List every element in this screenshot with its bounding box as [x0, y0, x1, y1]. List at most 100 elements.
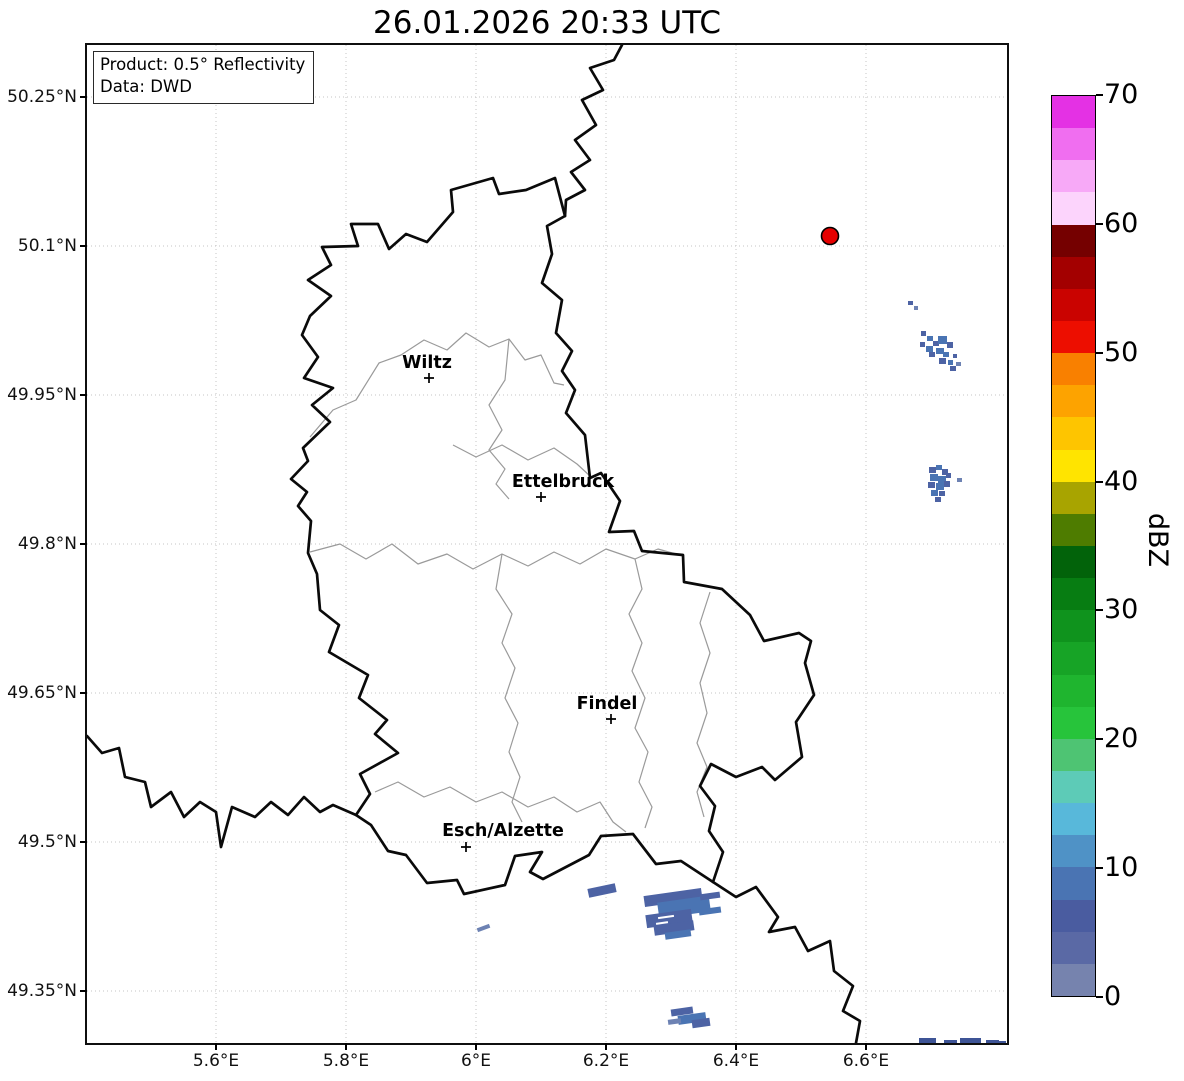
radar-echo-cell [944, 481, 950, 487]
country-border-belgium-germany [563, 45, 624, 218]
y-axis-tick [80, 692, 87, 694]
figure-title: 26.01.2026 20:33 UTC [373, 5, 721, 41]
y-axis-tick-label: 49.5°N [17, 832, 77, 852]
radar-echo-cell [944, 1040, 957, 1043]
radar-echo-cell [919, 1038, 936, 1043]
colorbar-cell [1052, 867, 1095, 900]
y-axis-tick [80, 543, 87, 545]
radar-echo-cell [921, 331, 926, 336]
colorbar-tick [1096, 481, 1103, 483]
radar-echo-cell [957, 478, 962, 482]
radar-echo-strip [643, 888, 703, 907]
radar-echo-cell [930, 474, 938, 481]
colorbar-tick [1096, 867, 1103, 869]
radar-echo-cell [929, 467, 936, 473]
district-border [309, 543, 684, 570]
district-border [452, 444, 591, 477]
x-axis-tick [475, 1043, 477, 1050]
colorbar-cell [1052, 835, 1095, 868]
y-axis-tick [80, 990, 87, 992]
colorbar-cell [1052, 128, 1095, 161]
radar-echo-cell [926, 346, 933, 352]
country-border-france-germany [711, 880, 862, 1043]
radar-echo-cell [927, 336, 933, 341]
radar-echo-cell [960, 1038, 981, 1043]
radar-echo-strip [691, 1017, 711, 1029]
colorbar-tick-label: 50 [1104, 337, 1139, 368]
radar-echo-cell [943, 352, 949, 357]
radar-echo-strip [698, 906, 722, 916]
radar-echo-cell [956, 362, 961, 366]
colorbar-tick-label: 10 [1104, 852, 1139, 883]
radar-site-marker [820, 226, 840, 246]
city-marker [461, 842, 471, 852]
city-label: Wiltz [402, 353, 452, 373]
radar-echo-cell [929, 352, 935, 357]
x-axis-tick-label: 5.6°E [192, 1051, 240, 1071]
colorbar-cell [1052, 706, 1095, 739]
colorbar-tick-label: 0 [1104, 981, 1122, 1012]
radar-echo-strip [653, 920, 695, 936]
city-marker [536, 492, 546, 502]
colorbar-cell [1052, 963, 1095, 996]
radar-echo-cell [914, 306, 918, 310]
colorbar-cell [1052, 353, 1095, 386]
colorbar-tick [1096, 609, 1103, 611]
colorbar-cell [1052, 545, 1095, 579]
radar-echo-cell [950, 366, 956, 371]
radar-echo-cell [953, 354, 957, 358]
colorbar-tick-label: 20 [1104, 723, 1139, 754]
colorbar-cell [1052, 256, 1095, 289]
colorbar [1051, 95, 1096, 997]
radar-echo-cell [931, 490, 938, 496]
y-axis-tick-label: 49.95°N [7, 385, 77, 405]
district-border [488, 338, 510, 500]
x-axis-tick-label: 6.4°E [712, 1051, 760, 1071]
radar-echo-cell [920, 342, 925, 347]
y-axis-tick [80, 245, 87, 247]
radar-echo-cell [928, 482, 935, 488]
y-axis-tick-label: 50.1°N [17, 236, 77, 256]
radar-echo-cell [936, 483, 944, 490]
colorbar-cell [1052, 417, 1095, 450]
radar-echo-strip [670, 1006, 694, 1017]
colorbar-tick-label: 30 [1104, 594, 1139, 625]
y-axis-tick-label: 49.8°N [17, 534, 77, 554]
radar-echo-cell [942, 469, 948, 475]
colorbar-cell [1052, 578, 1095, 611]
product-annotation-box: Product: 0.5° Reflectivity Data: DWD [93, 51, 315, 104]
radar-echo-cell [948, 360, 953, 365]
radar-echo-strip [476, 923, 491, 933]
radar-echo-cell [939, 491, 945, 496]
y-axis-tick [80, 841, 87, 843]
radar-echo-strip [667, 1018, 682, 1025]
colorbar-tick [1096, 738, 1103, 740]
x-axis-tick-label: 5.8°E [322, 1051, 370, 1071]
district-border [309, 332, 565, 438]
city-label: Ettelbruck [512, 472, 615, 492]
radar-echo-cell [946, 473, 951, 478]
y-axis-tick-label: 49.65°N [7, 683, 77, 703]
y-axis-tick [80, 394, 87, 396]
colorbar-tick [1096, 352, 1103, 354]
data-source-line: Data: DWD [100, 77, 192, 97]
city-label: Findel [577, 694, 638, 714]
colorbar-cell [1052, 385, 1095, 418]
colorbar-tick-label: 40 [1104, 466, 1139, 497]
radar-echo-strip [587, 883, 617, 898]
radar-echo-cell [947, 342, 953, 348]
radar-echo-cell [939, 358, 946, 364]
colorbar-cell [1052, 481, 1095, 514]
radar-echo-cell [997, 1041, 1006, 1043]
colorbar-cell [1052, 642, 1095, 675]
x-axis-tick [605, 1043, 607, 1050]
colorbar-cell [1052, 803, 1095, 836]
district-border [495, 553, 523, 823]
colorbar-tick [1096, 94, 1103, 96]
radar-echo-cell [933, 341, 939, 346]
city-marker [424, 373, 434, 383]
radar-echo-strip [699, 891, 721, 901]
x-axis-tick-label: 6°E [460, 1051, 492, 1071]
radar-echo-cell [938, 476, 946, 483]
